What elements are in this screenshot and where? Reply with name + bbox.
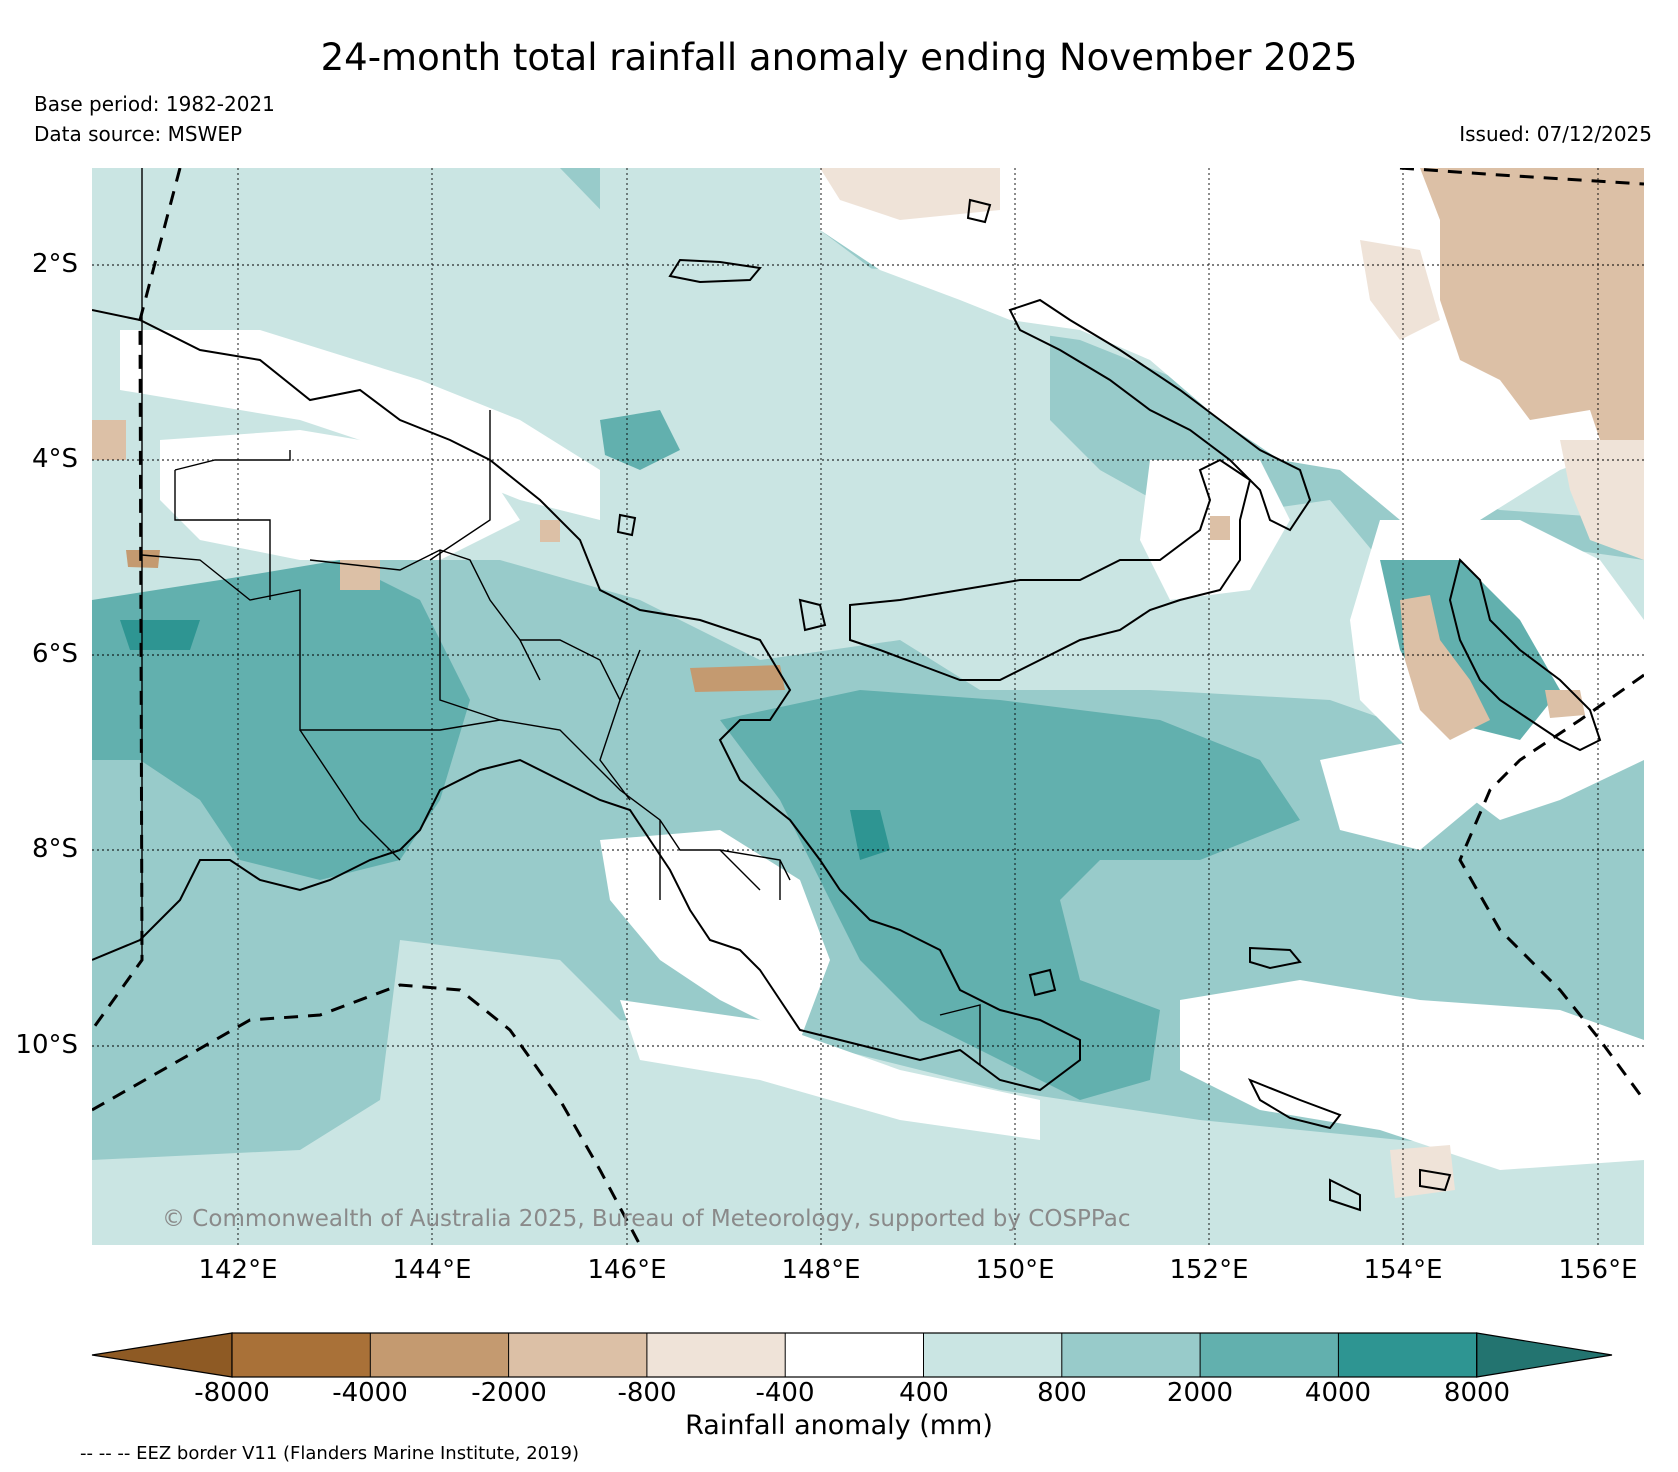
anomaly-fill-minus-2000-800 <box>340 560 380 590</box>
colorbar-segment <box>646 1333 786 1377</box>
anomaly-fill-minus-800-400 <box>1360 240 1440 340</box>
anomaly-fill-minus-2000-800 <box>1545 690 1585 718</box>
colorbar-segment <box>923 1333 1062 1377</box>
anomaly-fill-minus-4000-2000 <box>690 665 785 692</box>
x-tick-label: 144°E <box>392 1255 472 1285</box>
anomaly-fill-minus-2000-800 <box>1400 595 1490 740</box>
anomaly-fill-2000-4000 <box>600 410 680 470</box>
colorbar-label: Rainfall anomaly (mm) <box>685 1410 993 1441</box>
anomaly-fill-4000-8000 <box>120 620 200 650</box>
x-tick-label: 148°E <box>781 1255 861 1285</box>
colorbar-tick-label: -4000 <box>332 1378 408 1408</box>
anomaly-fill-minus-800-400 <box>1390 1145 1455 1198</box>
eez-border-northeast <box>1399 168 1644 186</box>
x-tick-label: 152°E <box>1169 1255 1249 1285</box>
x-tick-label: 146°E <box>587 1255 667 1285</box>
province-borders <box>141 168 981 1065</box>
province-border <box>429 410 491 561</box>
colorbar-segment <box>232 1333 371 1377</box>
colorbar-extend-min <box>91 1332 233 1378</box>
new-guinea-coastline <box>92 309 1081 1092</box>
colorbar-tick-label: -800 <box>617 1378 677 1408</box>
anomaly-fill-minus-2000-800 <box>540 520 560 542</box>
map-title: 24-month total rainfall anomaly ending N… <box>320 36 1358 79</box>
issued-date: Issued: 07/12/2025 <box>1459 122 1652 146</box>
anomaly-fill-2000-4000 <box>720 690 1300 1100</box>
y-tick-label: 4°S <box>31 444 78 474</box>
anomaly-fill-400-800 <box>92 168 1644 760</box>
colorbar <box>91 1332 1613 1378</box>
colorbar-tick-label: -2000 <box>471 1378 547 1408</box>
anomaly-fill-minus-2000-800 <box>92 420 126 460</box>
eez-borders <box>92 168 1644 1245</box>
colorbar-tick-label: -8000 <box>194 1378 270 1408</box>
map-area <box>92 168 1644 1245</box>
anomaly-fill-near-normal <box>120 330 600 520</box>
island-coastline <box>616 513 637 537</box>
eez-border-west <box>92 168 182 1031</box>
colorbar-tick-label: -400 <box>755 1378 815 1408</box>
bougainville-coastline <box>1448 558 1602 752</box>
y-tick-label: 8°S <box>31 834 78 864</box>
colorbar-tick-label: 4000 <box>1304 1378 1372 1408</box>
anomaly-fill-near-normal <box>620 1000 1040 1140</box>
colorbar-segment <box>370 1333 509 1377</box>
anomaly-fill-minus-800-400 <box>1560 440 1644 560</box>
eez-border-south <box>92 983 642 1245</box>
x-tick-label: 150°E <box>975 1255 1055 1285</box>
colorbar-extend-max <box>1476 1332 1613 1378</box>
anomaly-fill-minus-800-400 <box>820 168 1000 220</box>
new-ireland-coastline <box>1008 298 1312 532</box>
anomaly-fill-near-normal <box>1180 980 1644 1170</box>
colorbar-segment <box>508 1333 647 1377</box>
island-coastline <box>966 198 992 224</box>
colorbar-segment <box>785 1333 924 1377</box>
base-period: Base period: 1982-2021 <box>34 92 275 116</box>
province-border <box>299 729 401 861</box>
colorbar-tick-label: 400 <box>899 1378 949 1408</box>
island-coastline <box>1028 968 1057 997</box>
manus-coastline <box>668 258 762 284</box>
copyright-watermark: © Commonwealth of Australia 2025, Bureau… <box>162 1206 1131 1232</box>
anomaly-fill-minus-2000-800 <box>1210 516 1230 540</box>
colorbar-tick-label: 8000 <box>1443 1378 1511 1408</box>
province-border <box>439 550 621 721</box>
province-border <box>659 820 781 900</box>
gridlines <box>92 168 1644 1245</box>
colorbar-tick-label: 2000 <box>1166 1378 1234 1408</box>
coastlines <box>92 198 1602 1212</box>
x-tick-label: 154°E <box>1363 1255 1443 1285</box>
y-tick-label: 2°S <box>31 249 78 279</box>
y-tick-label: 10°S <box>15 1030 78 1060</box>
anomaly-fill-4000-8000 <box>850 810 890 860</box>
province-border <box>599 649 641 801</box>
colorbar-segment <box>1061 1333 1201 1377</box>
island-coastline <box>1329 1178 1361 1212</box>
island-coastline <box>1249 946 1302 970</box>
island-coastline <box>1247 1078 1342 1130</box>
eez-legend-note: -- -- -- EEZ border V11 (Flanders Marine… <box>80 1443 580 1464</box>
data-source: Data source: MSWEP <box>34 122 243 146</box>
island-coastline <box>798 598 827 632</box>
colorbar-segment <box>1200 1333 1339 1377</box>
anomaly-fill-minus-2000-800 <box>1420 168 1644 440</box>
y-tick-label: 6°S <box>31 639 78 669</box>
x-tick-label: 156°E <box>1558 1255 1638 1285</box>
colorbar-segment <box>1338 1333 1477 1377</box>
new-britain-coastline <box>849 458 1252 681</box>
anomaly-fill-minus-4000-2000 <box>126 550 160 568</box>
anomaly-fill-near-normal <box>1320 740 1480 850</box>
island-coastline <box>1419 1168 1452 1192</box>
eez-border-east <box>1458 673 1644 1101</box>
province-border <box>939 1004 981 1065</box>
colorbar-tick-label: 800 <box>1037 1378 1087 1408</box>
anomaly-fill-near-normal <box>820 168 1644 520</box>
x-tick-label: 142°E <box>198 1255 278 1285</box>
